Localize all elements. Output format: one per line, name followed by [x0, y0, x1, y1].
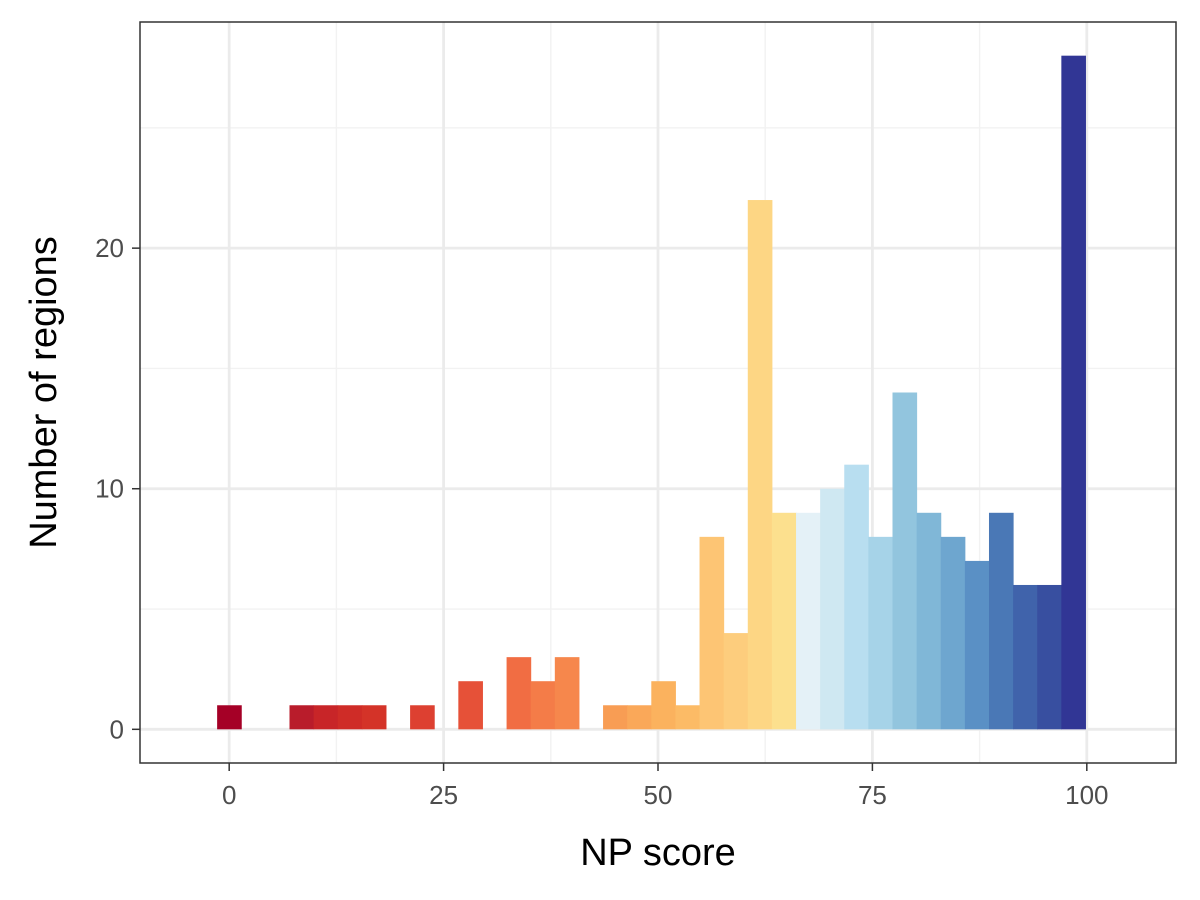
histogram-bar [603, 705, 628, 730]
histogram-bar [651, 681, 676, 730]
histogram-bar [1061, 55, 1086, 730]
histogram-bar [675, 705, 701, 730]
histogram-bar [892, 392, 918, 730]
y-axis-title: Number of regions [23, 236, 65, 549]
histogram-bar [313, 705, 339, 730]
histogram-bar [868, 536, 894, 730]
histogram-bar [337, 705, 363, 730]
x-axis-title: NP score [580, 832, 736, 874]
histogram-bar [1013, 584, 1038, 730]
y-axis-ticks: 0 10 20 [95, 233, 140, 744]
y-tick-label: 10 [95, 474, 124, 504]
histogram-bar [410, 705, 435, 730]
histogram-bar [820, 488, 845, 730]
histogram-bar [699, 536, 725, 730]
histogram-bar [361, 705, 387, 730]
histogram-bar [506, 657, 532, 730]
x-tick-label: 0 [222, 780, 236, 810]
x-axis-ticks: 0 25 50 75 100 [222, 763, 1109, 810]
histogram-bar [796, 512, 821, 730]
histogram-bar [988, 512, 1014, 730]
x-tick-label: 100 [1065, 780, 1108, 810]
histogram-bar [530, 681, 556, 730]
histogram-bar [964, 560, 990, 730]
histogram-bar [217, 705, 242, 730]
y-tick-label: 20 [95, 233, 124, 263]
histogram-bar [747, 200, 773, 730]
x-tick-label: 25 [429, 780, 458, 810]
histogram-bar [771, 512, 797, 730]
histogram-bar [458, 681, 483, 730]
y-tick-label: 0 [110, 714, 124, 744]
histogram-bar [1037, 584, 1062, 730]
histogram-bars [217, 55, 1086, 730]
x-tick-label: 50 [644, 780, 673, 810]
histogram-bar [723, 633, 749, 730]
histogram-bar [289, 705, 315, 730]
histogram-bar [554, 657, 580, 730]
histogram-bar [916, 512, 942, 730]
histogram-bar [844, 464, 869, 730]
histogram-bar [940, 536, 966, 730]
x-tick-label: 75 [858, 780, 887, 810]
histogram-bar [627, 705, 652, 730]
